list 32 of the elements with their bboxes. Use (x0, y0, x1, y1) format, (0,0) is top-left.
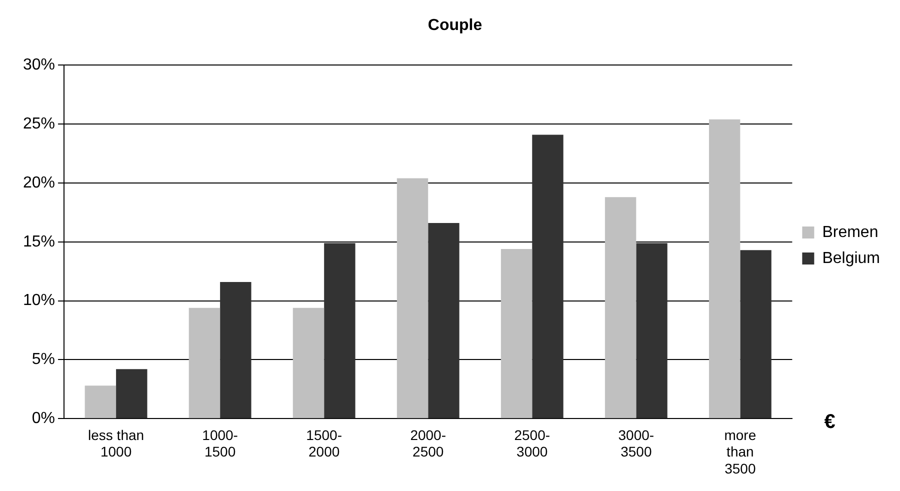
y-tick-label: 25% (22, 116, 56, 133)
x-tick-label: 3000-3500 (618, 426, 654, 460)
legend-label: Bremen (822, 224, 878, 241)
bar (220, 282, 252, 418)
x-tick-label: more than 3500 (724, 426, 756, 476)
bar (500, 248, 532, 418)
y-tick-label: 0% (32, 410, 56, 428)
bar (84, 386, 116, 418)
y-tick-label: 30% (22, 56, 56, 74)
bar (636, 243, 668, 418)
bar (604, 197, 636, 418)
bar (708, 119, 740, 418)
chart-title: Couple (428, 17, 482, 34)
x-tick-label: 2000-2500 (410, 426, 446, 460)
bar (740, 250, 772, 418)
x-tick-label: 1500-2000 (306, 426, 342, 460)
bar (188, 308, 220, 418)
bar (396, 178, 428, 418)
x-tick-label: 2500-3000 (514, 426, 550, 460)
bar (116, 369, 148, 418)
x-tick-label: less than 1000 (88, 426, 144, 460)
x-tick-label: 1000-1500 (202, 426, 238, 460)
bar (324, 243, 356, 418)
bar (532, 134, 564, 418)
x-axis-title: € (824, 411, 836, 434)
bar (292, 308, 324, 418)
y-tick-label: 10% (22, 292, 56, 310)
bar (428, 223, 460, 418)
legend-label: Belgium (822, 250, 880, 267)
y-tick-label: 5% (32, 351, 56, 368)
y-tick-label: 15% (22, 233, 56, 250)
y-tick-label: 20% (22, 174, 56, 192)
